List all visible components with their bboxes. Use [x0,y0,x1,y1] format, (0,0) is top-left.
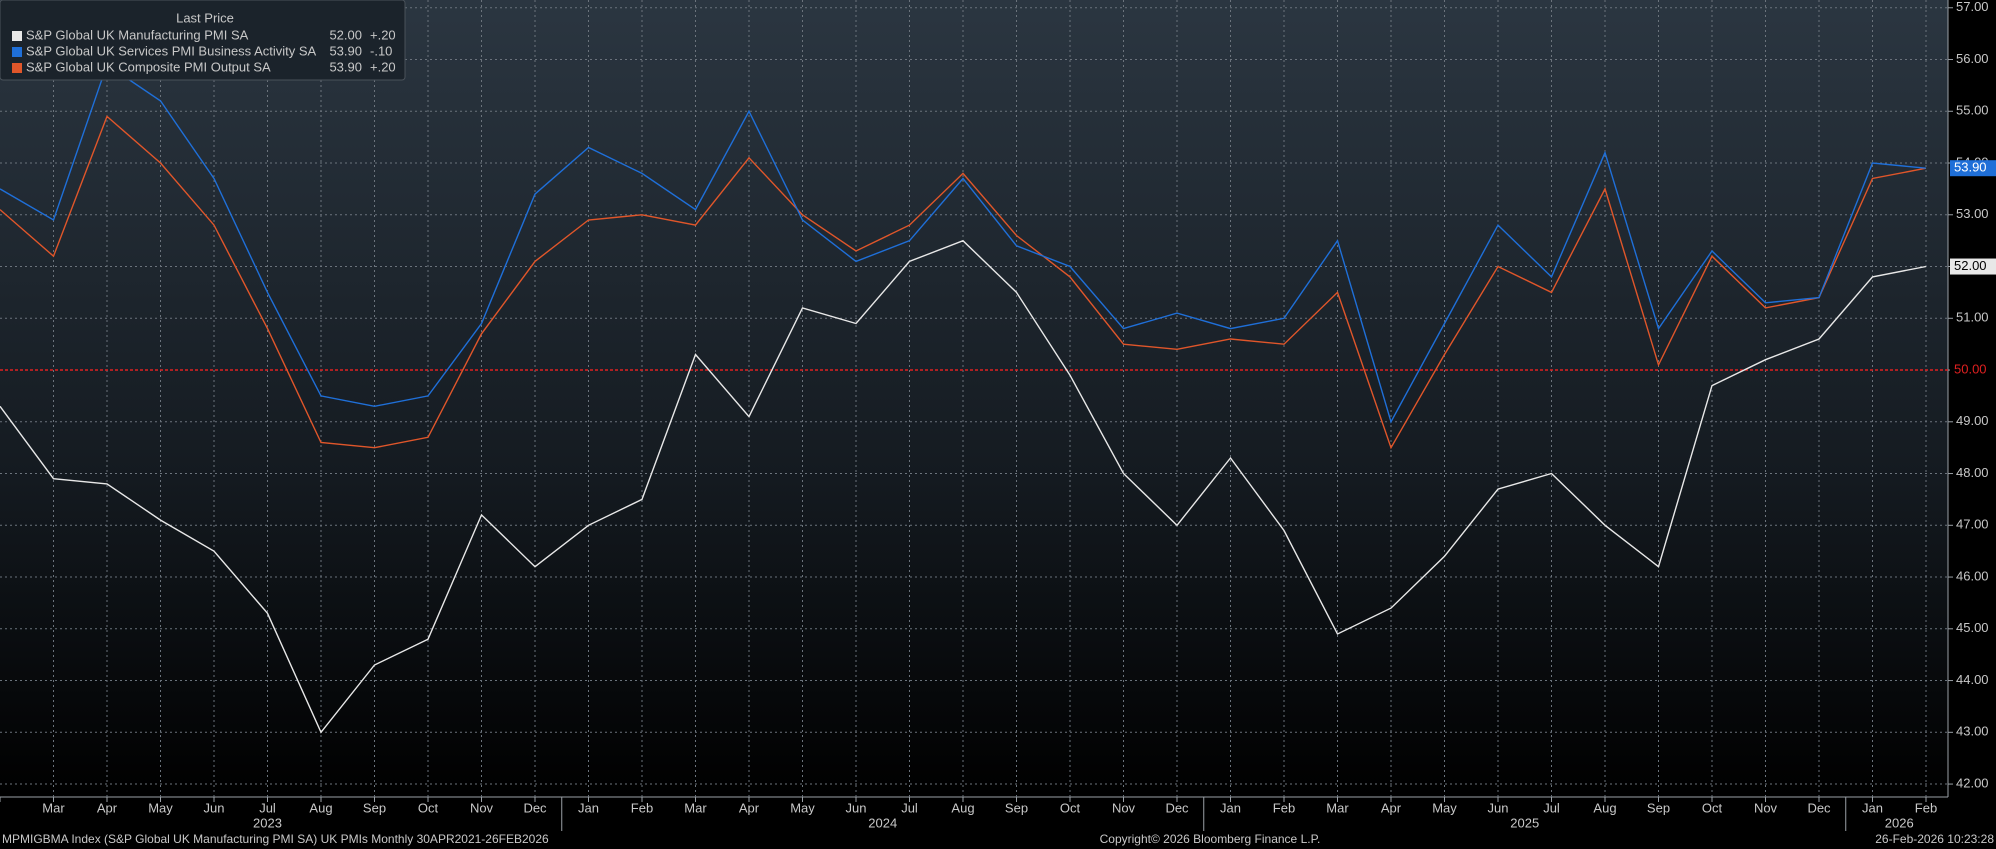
x-tick-label: Jul [1543,800,1560,815]
year-label: 2025 [1510,815,1539,830]
series-line [0,115,1927,450]
legend-change: +.20 [370,27,396,42]
reference-label-box [1950,362,1996,379]
last-value-label-box [1950,160,1996,177]
x-tick-label: Aug [309,800,332,815]
x-tick-label: Mar [42,800,65,815]
x-tick-label: Aug [951,800,974,815]
legend-swatch [12,63,22,73]
x-tick-label: Sep [1005,800,1028,815]
y-tick-label: 48.00 [1956,465,1989,480]
y-tick-label: 45.00 [1956,620,1989,635]
footer-left: MPMIGBMA Index (S&P Global UK Manufactur… [2,832,549,846]
year-label: 2024 [868,815,897,830]
legend-label: S&P Global UK Manufacturing PMI SA [26,27,249,42]
x-tick-label: Jan [1862,800,1883,815]
legend-swatch [12,31,22,41]
x-tick-label: Nov [470,800,494,815]
x-tick-label: Nov [1112,800,1136,815]
legend-box [0,0,406,81]
x-tick-label: Apr [1381,800,1402,815]
x-tick-label: Oct [1060,800,1081,815]
x-tick-label: Dec [1807,800,1831,815]
x-tick-label: Jun [1488,800,1509,815]
x-tick-label: Dec [1165,800,1189,815]
y-tick-label: 51.00 [1956,310,1989,325]
x-tick-label: Mar [684,800,707,815]
series-line [0,63,1927,424]
y-tick-label: 57.00 [1956,0,1989,14]
x-tick-label: Jul [901,800,918,815]
x-tick-label: Jun [846,800,867,815]
legend-last: 53.90 [329,59,362,74]
x-tick-label: Nov [1754,800,1778,815]
x-tick-label: Aug [1593,800,1616,815]
reference-label: 50.00 [1954,361,1987,376]
legend-last: 53.90 [329,43,362,58]
last-value-label: 53.90 [1954,160,1987,175]
legend-label: S&P Global UK Services PMI Business Acti… [26,43,317,58]
x-tick-label: Feb [631,800,653,815]
y-tick-label: 42.00 [1956,775,1989,790]
y-tick-label: 53.00 [1956,206,1989,221]
legend: Last Price S&P Global UK Manufacturing PM… [0,0,406,81]
footer-center: Copyright© 2026 Bloomberg Finance L.P. [1100,832,1321,846]
x-tick-label: Jan [1220,800,1241,815]
x-tick-label: Jul [259,800,276,815]
x-tick-label: Feb [1273,800,1295,815]
x-tick-label: May [148,800,173,815]
legend-swatch [12,47,22,57]
plot-background [0,0,1948,797]
y-tick-label: 46.00 [1956,568,1989,583]
series-line [0,239,1927,734]
x-tick-label: Feb [1915,800,1937,815]
y-tick-label: 47.00 [1956,517,1989,532]
y-tick-label: 44.00 [1956,672,1989,687]
year-label: 2026 [1885,815,1914,830]
x-tick-label: Sep [363,800,386,815]
last-value-label: 52.00 [1954,258,1987,273]
axis-labels: 42.00 43.00 44.00 45.00 46.00 47.00 48.00 49.00… [0,0,1996,831]
x-tick-label: Mar [1326,800,1349,815]
y-tick-label: 49.00 [1956,413,1989,428]
x-tick-label: Oct [1702,800,1723,815]
legend-change: -.10 [370,43,392,58]
y-tick-label: 55.00 [1956,103,1989,118]
x-tick-label: Oct [418,800,439,815]
x-tick-label: May [790,800,815,815]
x-tick-label: Apr [739,800,760,815]
last-value-label-box [1950,258,1996,275]
lines [0,63,1948,734]
y-tick-label: 56.00 [1956,51,1989,66]
x-tick-label: May [1432,800,1457,815]
legend-change: +.20 [370,59,396,74]
legend-title: Last Price [176,10,234,25]
legend-label: S&P Global UK Composite PMI Output SA [26,59,271,74]
x-tick-label: Dec [523,800,547,815]
legend-last: 52.00 [329,27,362,42]
x-tick-label: Apr [97,800,118,815]
x-tick-label: Sep [1647,800,1670,815]
footer-right: 26-Feb-2026 10:23:28 [1875,832,1994,846]
y-tick-label: 43.00 [1956,724,1989,739]
year-label: 2023 [253,815,282,830]
x-tick-label: Jun [204,800,225,815]
x-tick-label: Jan [578,800,599,815]
